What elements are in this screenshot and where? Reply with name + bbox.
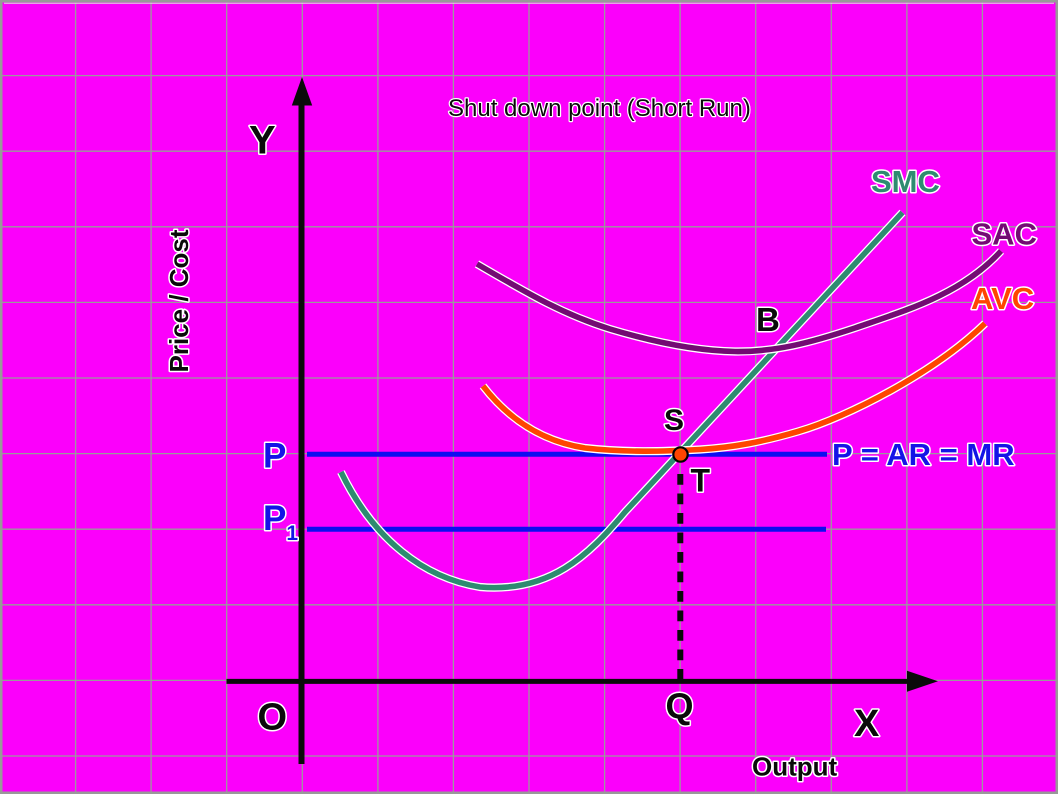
svg-text:Q: Q bbox=[666, 686, 694, 727]
svg-text:Output: Output bbox=[752, 751, 838, 781]
svg-text:Price / Cost: Price / Cost bbox=[164, 229, 194, 372]
svg-text:B: B bbox=[756, 301, 780, 338]
svg-text:X: X bbox=[854, 703, 880, 745]
svg-text:P: P bbox=[263, 437, 286, 476]
svg-text:SMC: SMC bbox=[871, 164, 940, 199]
svg-text:Y: Y bbox=[249, 119, 276, 163]
svg-text:T: T bbox=[691, 463, 711, 499]
svg-text:SAC: SAC bbox=[972, 217, 1037, 252]
svg-text:Shut down point (Short Run): Shut down point (Short Run) bbox=[448, 95, 751, 122]
svg-text:AVC: AVC bbox=[971, 281, 1034, 316]
svg-text:O: O bbox=[258, 697, 288, 739]
svg-text:S: S bbox=[664, 404, 684, 437]
svg-text:P = AR = MR: P = AR = MR bbox=[832, 437, 1015, 472]
